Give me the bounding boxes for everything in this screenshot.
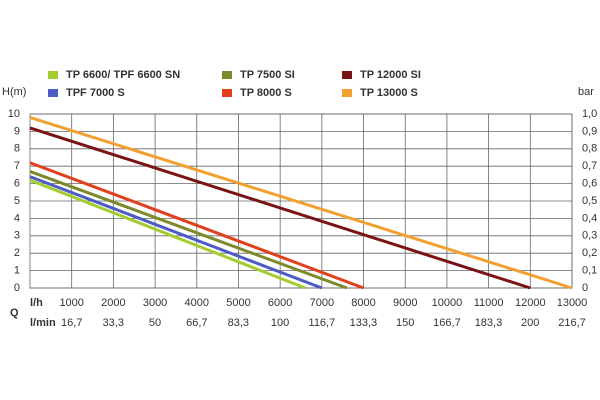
x2-tick-label: 66,7	[186, 317, 207, 329]
legend-swatch	[222, 71, 232, 79]
series-line	[29, 161, 365, 290]
x-tick-label: 10000	[432, 297, 463, 309]
y2-tick-label: 0,5	[582, 195, 597, 207]
x-tick-label: 12000	[515, 297, 546, 309]
x-tick-label: 2000	[101, 297, 125, 309]
y2-tick-label: 0,8	[582, 143, 597, 155]
x2-tick-label: 100	[271, 317, 289, 329]
series-line	[29, 175, 323, 290]
x2-tick-label: 83,3	[228, 317, 249, 329]
y-tick-label: 1	[14, 265, 20, 277]
x-tick-label: 9000	[393, 297, 417, 309]
legend-swatch	[222, 89, 232, 97]
x2-tick-label: 216,7	[558, 317, 586, 329]
y2-tick-label: 0,4	[582, 212, 597, 224]
x2-tick-label: 183,3	[475, 317, 503, 329]
x-tick-label: 8000	[351, 297, 375, 309]
y-tick-label: 8	[14, 143, 20, 155]
y2-tick-label: 0,9	[582, 125, 597, 137]
legend-swatch	[342, 89, 352, 97]
y-tick-label: 6	[14, 178, 20, 190]
series-line	[29, 178, 306, 290]
y2-tick-label: 0,7	[582, 160, 597, 172]
x-tick-label: 7000	[310, 297, 334, 309]
legend-label: TP 7500 SI	[240, 69, 295, 81]
y-tick-label: 9	[14, 125, 20, 137]
x2-tick-label: 133,3	[350, 317, 378, 329]
x2-tick-label: 33,3	[103, 317, 124, 329]
y-tick-label: 2	[14, 247, 20, 259]
x-tick-label: 6000	[268, 297, 292, 309]
legend-label: TP 6600/ TPF 6600 SN	[66, 69, 180, 81]
x2-tick-label: 50	[149, 317, 161, 329]
y2-tick-label: 0,6	[582, 178, 597, 190]
y-tick-label: 3	[14, 230, 20, 242]
x2-tick-label: 150	[396, 317, 414, 329]
x-tick-label: 5000	[226, 297, 250, 309]
x-axis-label: l/h	[30, 297, 43, 309]
y2-tick-label: 0,2	[582, 247, 597, 259]
series-line	[29, 126, 531, 290]
legend-label: TP 8000 S	[240, 87, 292, 99]
legend-label: TPF 7000 S	[66, 87, 125, 99]
x-tick-label: 1000	[59, 297, 83, 309]
y-tick-label: 5	[14, 195, 20, 207]
y-tick-label: 4	[14, 212, 20, 224]
y2-tick-label: 0,3	[582, 230, 597, 242]
legend-swatch	[48, 71, 58, 79]
y2-tick-label: 0,1	[582, 265, 597, 277]
x-tick-label: 11000	[474, 297, 504, 309]
x2-axis-label: l/min	[30, 317, 56, 329]
y2-axis-label: bar	[578, 86, 594, 98]
y2-tick-label: 1,0	[582, 108, 597, 120]
x2-tick-label: 200	[521, 317, 539, 329]
x-tick-label: 13000	[557, 297, 588, 309]
y-axis-label: H(m)	[2, 86, 26, 98]
x2-tick-label: 16,7	[61, 317, 82, 329]
y-tick-label: 10	[8, 108, 20, 120]
legend-label: TP 12000 SI	[360, 69, 421, 81]
x2-tick-label: 116,7	[309, 317, 336, 329]
y-tick-label: 7	[14, 160, 20, 172]
x2-tick-label: 166,7	[433, 317, 461, 329]
y2-tick-label: 0	[582, 282, 588, 294]
legend-swatch	[342, 71, 352, 79]
series-line	[29, 116, 573, 290]
legend-swatch	[48, 89, 58, 97]
legend-label: TP 13000 S	[360, 87, 418, 99]
x-tick-label: 4000	[185, 297, 209, 309]
y-tick-label: 0	[14, 282, 20, 294]
x-tick-label: 3000	[143, 297, 167, 309]
q-label: Q	[10, 307, 19, 319]
series-line	[29, 170, 348, 290]
